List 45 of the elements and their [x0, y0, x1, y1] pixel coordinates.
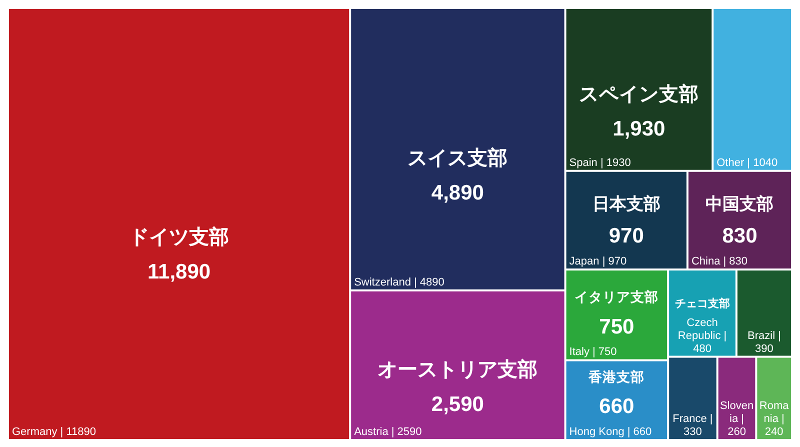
data-label: 660 — [633, 426, 652, 438]
data-label: 1040 — [753, 156, 778, 169]
data-label: 480 — [693, 342, 712, 355]
category-label: Other | — [716, 156, 750, 169]
data-label: 330 — [684, 426, 702, 438]
text: 日本支部 — [592, 194, 660, 214]
category-label: Romania | — [759, 400, 790, 425]
text: 11,890 — [148, 260, 211, 284]
data-label: 260 — [728, 426, 746, 438]
text: 香港支部 — [588, 369, 645, 384]
text: オーストリア支部 — [378, 358, 538, 381]
text: 970 — [608, 224, 644, 248]
data-label: 1930 — [606, 156, 631, 169]
category-label: Slovenia | — [720, 400, 754, 425]
data-label: 830 — [729, 256, 748, 268]
text: 750 — [599, 315, 634, 338]
category-label: Japan | — [569, 256, 606, 268]
data-label: 4890 — [420, 276, 444, 288]
text: 中国支部 — [706, 194, 774, 214]
text: 1,930 — [612, 117, 666, 140]
data-label: 240 — [764, 426, 784, 438]
category-label: Switzerland | — [354, 276, 417, 288]
text: スイス支部 — [408, 148, 508, 170]
text: ドイツ支部 — [129, 226, 230, 249]
category-label: Hong Kong | — [569, 426, 630, 438]
category-label: Italy | — [569, 346, 596, 358]
text: イタリア支部 — [574, 290, 659, 305]
text: 830 — [722, 224, 758, 248]
category-label: Austria | — [354, 426, 394, 438]
data-label: 2590 — [397, 426, 422, 438]
category-label: Brazil | — [748, 330, 781, 342]
category-label: Spain | — [569, 156, 604, 169]
data-label: 750 — [598, 346, 617, 358]
data-label: 390 — [755, 342, 774, 355]
data-label: 11890 — [66, 426, 96, 438]
text: 2,590 — [431, 393, 484, 416]
category-label: Czech Republic | — [678, 316, 727, 342]
data-label: 970 — [608, 256, 627, 268]
text: 660 — [599, 395, 634, 418]
category-label: Germany | — [12, 426, 64, 438]
category-label: France | — [672, 413, 713, 425]
category-label: China | — [691, 256, 726, 268]
text: チェコ支部 — [674, 298, 730, 310]
text: 4,890 — [431, 182, 484, 205]
text: スペイン支部 — [578, 84, 699, 106]
